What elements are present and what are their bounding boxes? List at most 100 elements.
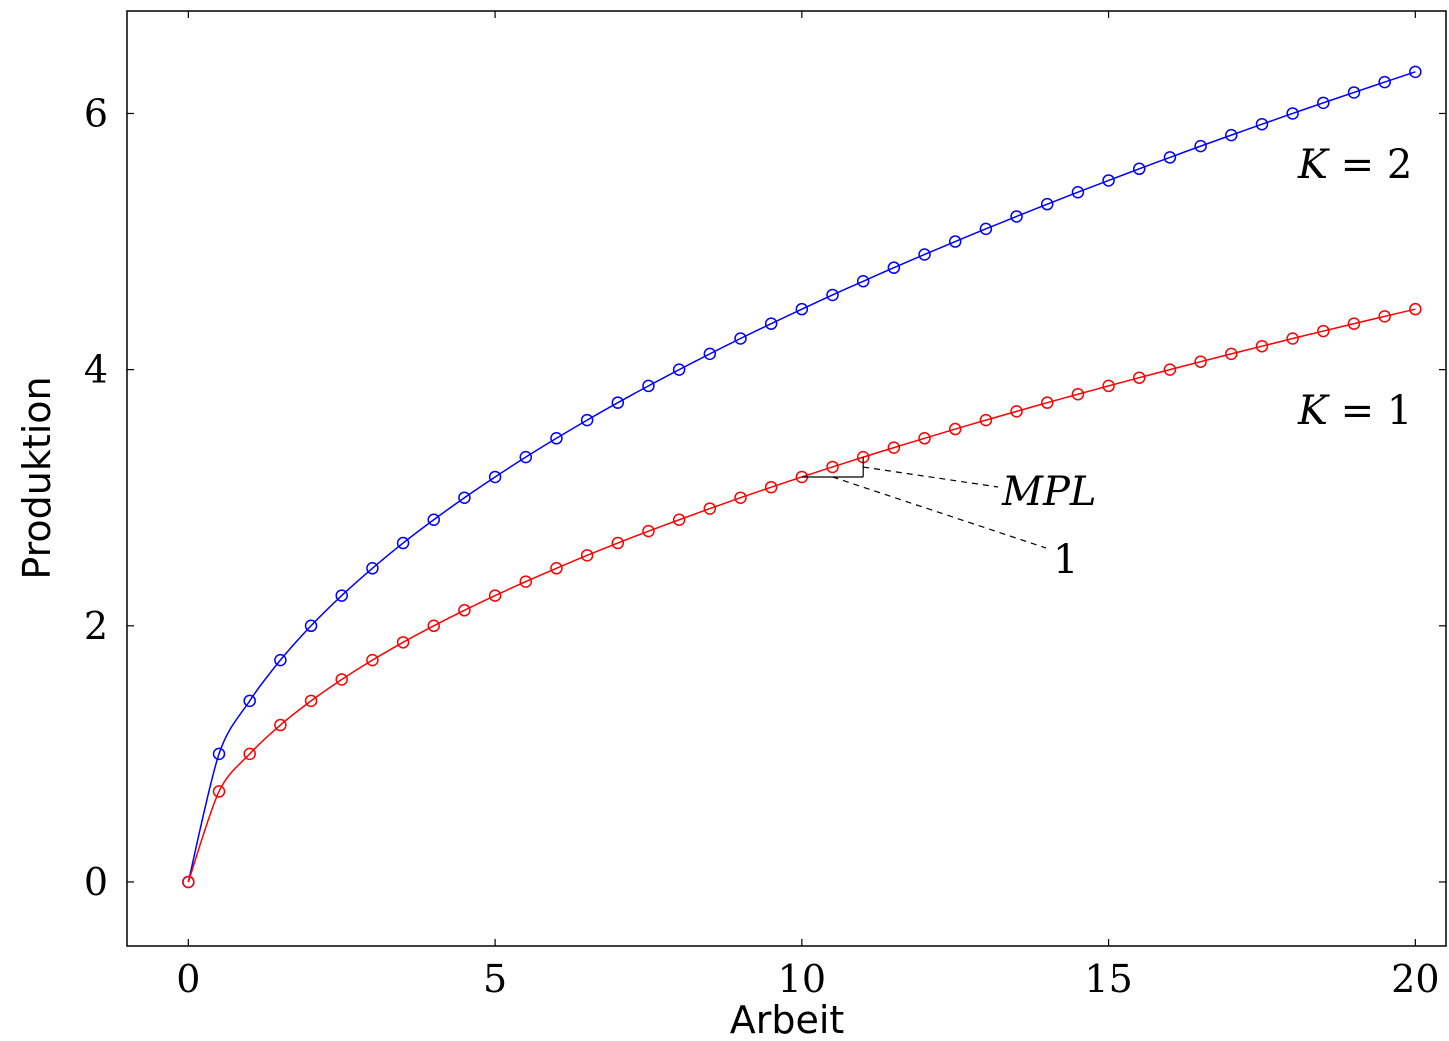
label-k2-var: K xyxy=(1297,142,1330,188)
leader-one xyxy=(832,476,1047,549)
data-point xyxy=(366,562,379,575)
data-point xyxy=(918,432,931,445)
data-point xyxy=(1255,339,1269,353)
data-point xyxy=(642,379,655,393)
label-one: 1 xyxy=(1053,537,1078,583)
data-point xyxy=(304,619,318,633)
data-point xyxy=(1071,387,1085,401)
data-point xyxy=(1378,75,1391,89)
series-line xyxy=(187,71,1416,883)
data-point xyxy=(1163,363,1177,376)
data-point xyxy=(1133,371,1146,384)
data-point xyxy=(427,619,440,633)
label-k2: K = 2 xyxy=(1297,142,1412,188)
data-point xyxy=(243,694,256,708)
series-2 xyxy=(182,302,1422,889)
data-point xyxy=(1010,210,1023,223)
data-point xyxy=(734,332,747,345)
y-tick-label: 4 xyxy=(84,348,108,392)
axis-ticks xyxy=(127,11,1446,946)
data-point xyxy=(1102,379,1115,393)
data-point xyxy=(672,363,686,376)
data-point xyxy=(1347,317,1361,330)
data-point xyxy=(274,653,287,667)
data-point xyxy=(979,413,993,427)
data-point xyxy=(1071,185,1085,199)
data-point xyxy=(703,502,717,515)
data-point xyxy=(1010,405,1023,418)
data-point xyxy=(948,235,962,248)
data-point xyxy=(826,460,839,474)
x-tick-label: 15 xyxy=(1084,957,1132,1001)
data-point xyxy=(1194,139,1207,153)
data-point xyxy=(580,413,594,427)
data-point xyxy=(1040,197,1054,211)
data-point xyxy=(764,317,778,330)
data-point xyxy=(304,694,318,708)
data-point xyxy=(1225,128,1238,142)
plot-frame xyxy=(126,10,1447,947)
data-point xyxy=(887,441,901,454)
data-point xyxy=(1102,174,1115,187)
data-point xyxy=(458,491,471,504)
x-tick-label: 10 xyxy=(778,957,826,1001)
data-point xyxy=(427,513,440,526)
data-point xyxy=(979,222,993,236)
data-point xyxy=(366,653,379,667)
leader-mpl xyxy=(863,466,999,488)
x-axis-title: Arbeit xyxy=(730,998,845,1041)
label-mpl: MPL xyxy=(1001,469,1096,515)
data-point xyxy=(550,432,563,445)
data-point xyxy=(1378,310,1391,323)
data-point xyxy=(243,747,256,761)
data-point xyxy=(1317,96,1330,110)
data-point xyxy=(488,589,502,602)
data-point xyxy=(396,636,410,649)
slope-triangle xyxy=(801,457,1047,549)
data-point xyxy=(274,718,287,732)
x-tick-label: 20 xyxy=(1391,957,1439,1001)
label-k1: K = 1 xyxy=(1297,388,1412,434)
data-point xyxy=(488,470,502,484)
label-k2-eq: = 2 xyxy=(1328,142,1412,188)
data-point xyxy=(1040,396,1054,409)
data-point xyxy=(887,261,901,274)
data-point xyxy=(1409,302,1422,316)
data-point xyxy=(948,422,962,436)
data-point xyxy=(1255,117,1269,131)
data-point xyxy=(1317,324,1330,338)
data-point xyxy=(1286,107,1299,120)
data-point xyxy=(212,747,226,761)
data-point xyxy=(182,875,195,889)
data-point xyxy=(1163,151,1177,164)
y-tick-label: 0 xyxy=(84,860,108,904)
data-point xyxy=(642,524,655,538)
y-axis-title: Produktion xyxy=(15,376,59,579)
data-point xyxy=(795,302,809,316)
data-point xyxy=(826,288,839,302)
x-tick-label: 5 xyxy=(483,957,507,1001)
data-point xyxy=(1225,347,1238,361)
data-point xyxy=(734,491,747,504)
data-point xyxy=(672,513,686,526)
data-point xyxy=(1409,65,1422,79)
data-point xyxy=(335,589,348,602)
data-point xyxy=(1133,162,1146,176)
data-point xyxy=(458,604,471,617)
data-point xyxy=(519,575,533,588)
x-tick-label: 0 xyxy=(176,957,200,1001)
label-k1-eq: = 1 xyxy=(1328,388,1412,434)
series-1 xyxy=(182,65,1422,889)
label-k1-var: K xyxy=(1297,388,1330,434)
series-line xyxy=(187,308,1416,883)
series-layer xyxy=(182,65,1422,889)
data-point xyxy=(703,347,717,361)
data-point xyxy=(1286,332,1299,345)
data-point xyxy=(611,536,625,550)
data-point xyxy=(611,396,625,409)
data-point xyxy=(396,536,410,550)
data-point xyxy=(1194,355,1207,368)
data-point xyxy=(212,785,226,798)
data-point xyxy=(335,673,348,686)
